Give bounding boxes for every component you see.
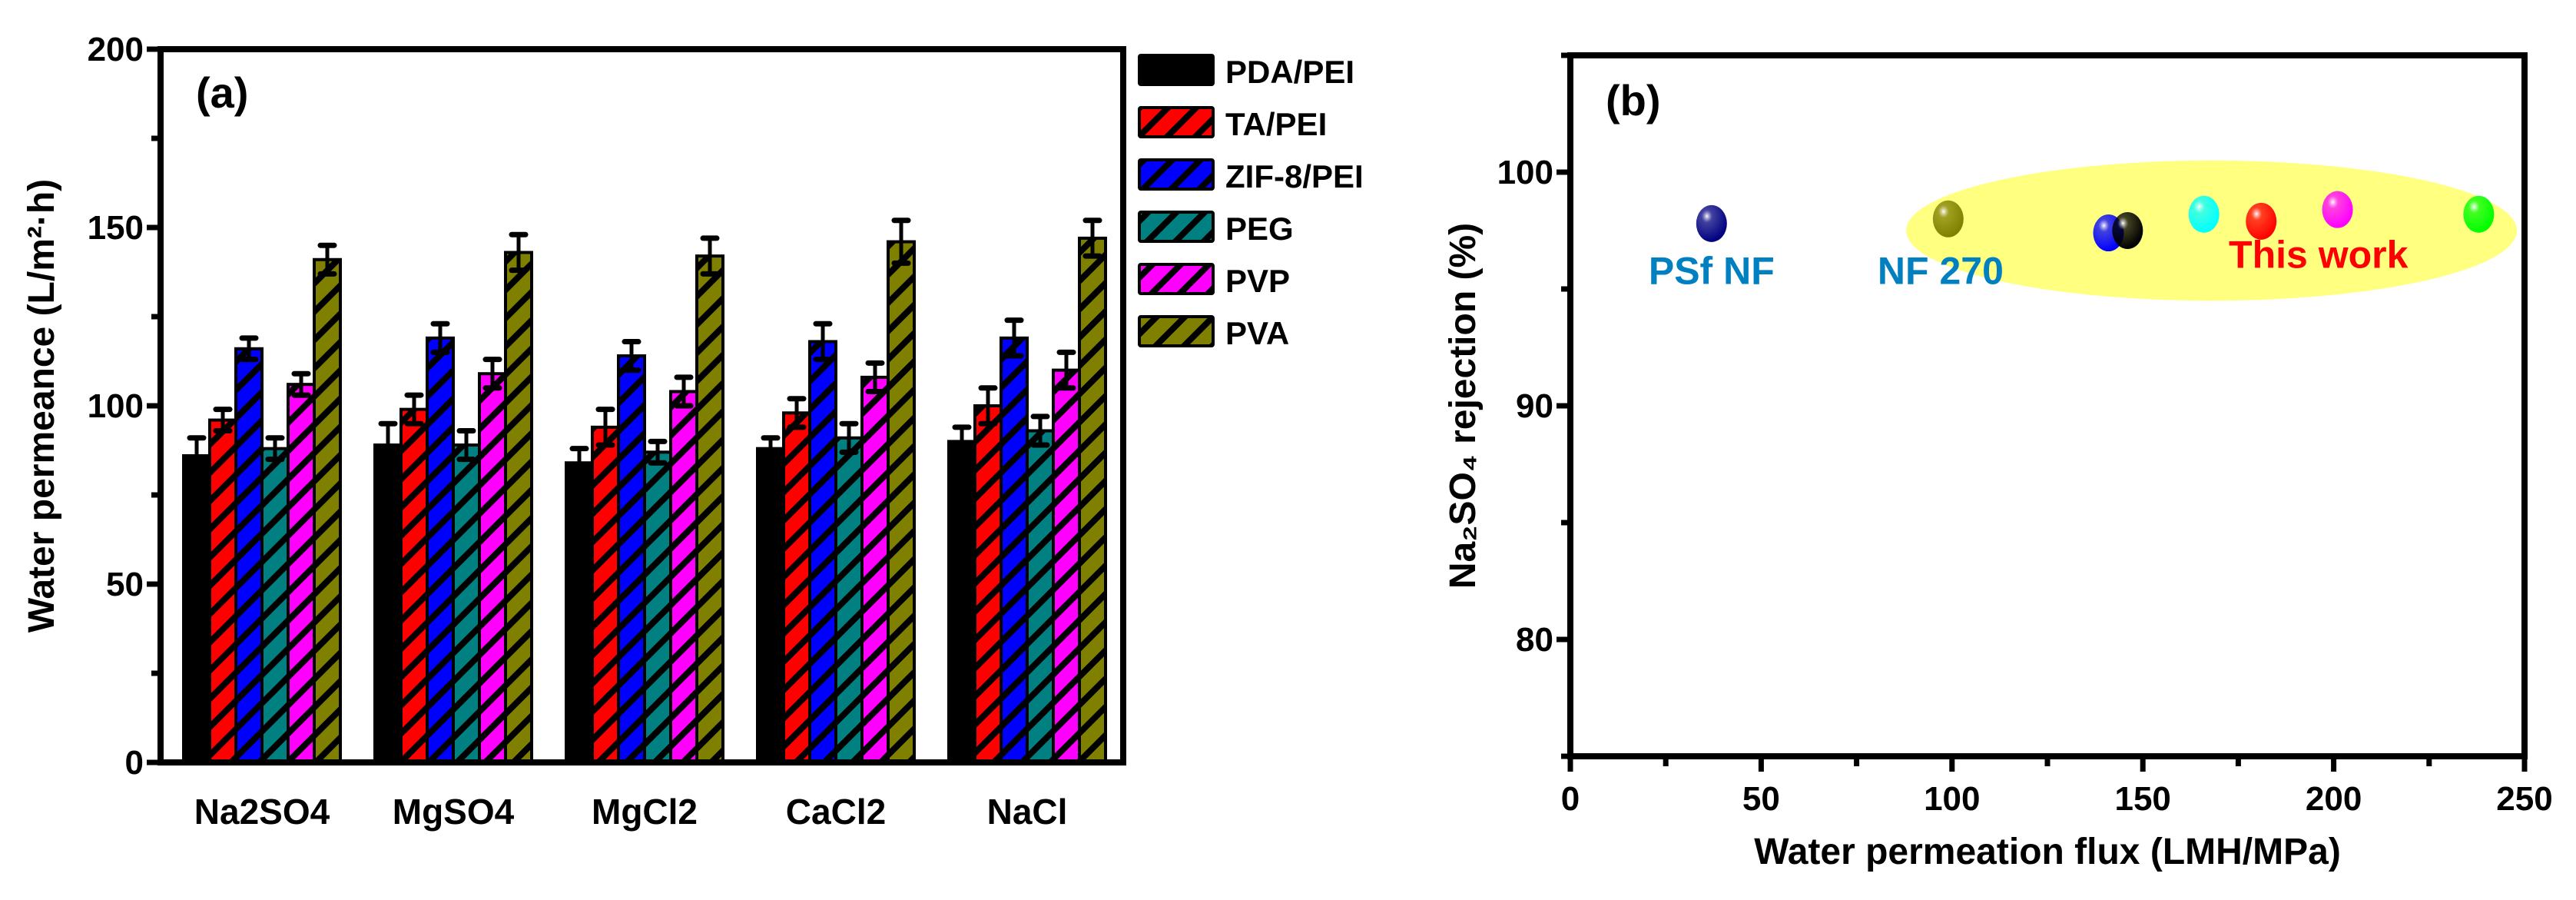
legend-swatch-PEG [1138, 211, 1215, 243]
bar-MgSO4-TA/PEI [399, 407, 429, 764]
highlight-ellipse [1906, 160, 2518, 301]
y-axis-label: Water permeance (L/m²·h) [22, 179, 62, 633]
bar-Na2SO4-PDA/PEI [182, 453, 211, 765]
bar-MgSO4-PVA [504, 251, 533, 765]
y-tick-label: 50 [106, 566, 144, 603]
bar-CaCl2-PDA/PEI [756, 447, 785, 764]
chart-a: Na2SO4 MgSO4 MgCl2 CaCl2 NaCl 0 50 100 150 200 Wat… [22, 31, 1364, 832]
x-tick-label: 150 [2114, 780, 2170, 818]
bar-MgCl2-PDA/PEI [565, 461, 594, 764]
bar-CaCl2-PVP [860, 375, 890, 764]
bar-MgSO4-PEG [452, 443, 481, 764]
x-tick-label: 50 [1742, 780, 1780, 818]
bar-Na2SO4-TA/PEI [208, 418, 237, 764]
bar-NaCl-TA/PEI [973, 404, 1003, 764]
legend-label: PDA/PEI [1225, 54, 1354, 90]
bar-MgSO4-ZIF-8/PEI [426, 336, 455, 764]
bar-Na2SO4-ZIF-8/PEI [234, 347, 264, 764]
x-axis-label: Water permeation flux (LMH/MPa) [1754, 832, 2341, 872]
x-tick-label: 100 [1924, 780, 1980, 818]
bar-MgSO4-PDA/PEI [373, 443, 403, 764]
legend-swatch-PVA [1138, 315, 1215, 347]
y-tick-label: 100 [88, 387, 144, 425]
data-point [2463, 195, 2495, 233]
bar-MgCl2-PVA [695, 254, 724, 764]
x-tick-label: 250 [2496, 780, 2552, 818]
x-tick-label: NaCl [987, 792, 1068, 832]
bar-CaCl2-TA/PEI [782, 411, 811, 765]
legend-label: PVA [1225, 315, 1289, 351]
legend-swatch-TA/PEI [1138, 106, 1215, 138]
panel-label: (b) [1606, 76, 1661, 125]
plot-frame [1567, 52, 2528, 759]
x-tick-label: MgSO4 [393, 792, 515, 832]
bar-CaCl2-ZIF-8/PEI [808, 340, 837, 765]
bar-NaCl-PEG [1026, 429, 1055, 764]
x-tick-label: 0 [1561, 780, 1580, 818]
data-point [2188, 195, 2220, 233]
y-tick-label: 150 [88, 209, 144, 247]
bar-CaCl2-PVA [887, 240, 916, 764]
data-point [1696, 204, 1727, 242]
bar-CaCl2-PEG [834, 436, 864, 764]
data-point [2246, 202, 2277, 240]
bar-MgSO4-PVP [478, 372, 507, 764]
bar-NaCl-PVP [1052, 368, 1081, 764]
y-tick-label: 80 [1516, 621, 1553, 659]
bar-MgCl2-PEG [643, 450, 672, 764]
legend-swatch-PVP [1138, 263, 1215, 295]
chart-b: PSf NF NF 270 This work 80 90 100 0 50 100 150 200… [1443, 52, 2553, 872]
y-tick-label: 100 [1497, 154, 1553, 191]
bar-NaCl-ZIF-8/PEI [1000, 336, 1029, 764]
data-point [2112, 212, 2143, 249]
bar-MgCl2-ZIF-8/PEI [617, 354, 646, 765]
x-tick-label: CaCl2 [786, 792, 886, 832]
y-tick-label: 200 [88, 31, 144, 68]
legend-label: TA/PEI [1225, 106, 1327, 142]
annotation-label: This work [2229, 233, 2409, 276]
legend-swatch-ZIF-8/PEI [1138, 158, 1215, 191]
bar-MgCl2-TA/PEI [591, 425, 620, 765]
data-point [2322, 191, 2353, 228]
x-tick-label: MgCl2 [592, 792, 698, 832]
annotation-label: NF 270 [1878, 250, 2004, 293]
panel-label: (a) [196, 68, 248, 117]
legend-label: PVP [1225, 263, 1290, 299]
x-tick-label: 200 [2306, 780, 2362, 818]
x-tick-label: Na2SO4 [194, 792, 330, 832]
bar-NaCl-PDA/PEI [947, 440, 976, 765]
bar-Na2SO4-PEG [260, 447, 290, 764]
y-tick-label: 0 [125, 744, 144, 782]
bar-Na2SO4-PVP [287, 383, 316, 764]
legend-label: PEG [1225, 211, 1294, 247]
bar-NaCl-PVA [1078, 236, 1107, 765]
bar-Na2SO4-PVA [313, 257, 342, 764]
y-axis-label: Na₂SO₄ rejection (%) [1443, 223, 1484, 589]
legend-swatch-PDA/PEI [1138, 54, 1215, 86]
data-point [1932, 200, 1964, 237]
bar-MgCl2-PVP [669, 390, 698, 764]
y-tick-label: 90 [1516, 387, 1553, 425]
annotation-label: PSf NF [1649, 250, 1775, 293]
legend-label: ZIF-8/PEI [1225, 158, 1364, 194]
